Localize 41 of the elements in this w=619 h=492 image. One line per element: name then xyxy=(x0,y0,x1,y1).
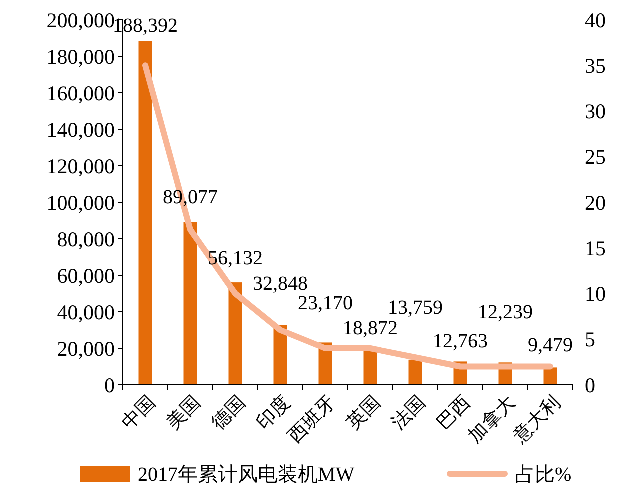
bar xyxy=(228,282,242,385)
data-label: 13,759 xyxy=(388,296,443,319)
y-tick-label: 140,000 xyxy=(46,118,115,142)
data-label: 23,170 xyxy=(298,292,353,315)
y2-tick-label: 40 xyxy=(585,8,606,32)
x-tick-label: 美国 xyxy=(162,392,205,434)
data-label: 18,872 xyxy=(343,318,398,340)
data-label: 9,479 xyxy=(528,334,573,357)
data-label: 32,848 xyxy=(253,273,308,296)
y-tick-label: 160,000 xyxy=(46,81,115,106)
x-tick-label: 英国 xyxy=(343,392,385,434)
x-tick-label: 中国 xyxy=(118,392,160,434)
data-label: 12,239 xyxy=(478,302,533,324)
y2-tick-label: 10 xyxy=(585,282,606,306)
y-tick-label: 200,000 xyxy=(46,8,115,32)
bar xyxy=(184,222,198,385)
y2-tick-label: 30 xyxy=(585,100,606,124)
y-tick-label: 100,000 xyxy=(46,190,115,215)
y-tick-label: 120,000 xyxy=(46,154,115,178)
y2-tick-label: 5 xyxy=(585,328,596,352)
data-label: 12,763 xyxy=(433,330,488,353)
y-tick-label: 60,000 xyxy=(57,264,115,288)
y2-tick-label: 20 xyxy=(585,190,606,215)
y-tick-label: 40,000 xyxy=(57,300,115,324)
legend-label: 占比% xyxy=(515,464,572,486)
y2-tick-label: 0 xyxy=(585,373,596,398)
y-tick-label: 0 xyxy=(104,373,115,398)
data-label: 89,077 xyxy=(163,186,218,208)
y-tick-label: 180,000 xyxy=(46,44,115,69)
y2-tick-label: 35 xyxy=(585,54,606,78)
y-tick-label: 80,000 xyxy=(57,227,115,252)
bar xyxy=(408,360,422,385)
y2-tick-label: 15 xyxy=(585,236,606,260)
bar xyxy=(364,350,378,385)
legend-label: 2017年累计风电装机MW xyxy=(138,464,355,486)
data-label: 56,132 xyxy=(208,248,263,270)
x-tick-label: 德国 xyxy=(208,392,250,434)
x-tick-label: 法国 xyxy=(388,392,430,434)
bar xyxy=(138,41,152,385)
y2-tick-label: 25 xyxy=(585,145,606,170)
y-tick-label: 20,000 xyxy=(57,336,115,361)
